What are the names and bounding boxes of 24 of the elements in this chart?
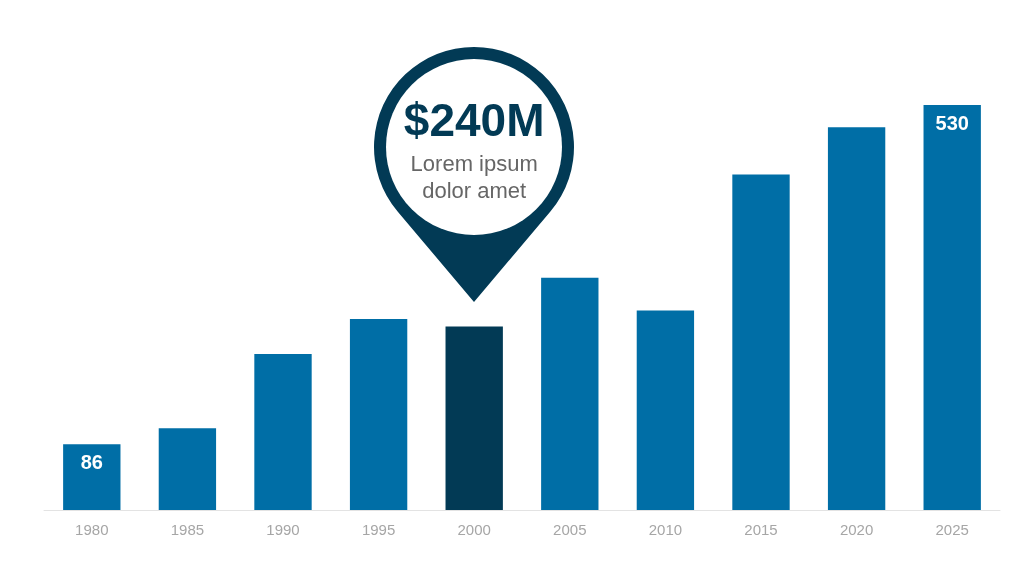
x-tick-label: 2025 xyxy=(935,521,969,538)
data-label: 530 xyxy=(935,112,969,134)
x-tick-label: 1985 xyxy=(170,521,205,538)
bar xyxy=(732,174,790,510)
annotation: $240M xyxy=(402,93,546,146)
data-label: 86 xyxy=(80,451,103,474)
bar xyxy=(158,428,217,510)
x-tick-label: 2015 xyxy=(744,521,778,538)
x-tick-label: 2020 xyxy=(839,521,874,538)
bar xyxy=(445,326,503,510)
bar xyxy=(636,310,695,510)
bar xyxy=(923,105,981,510)
x-tick-label: 1995 xyxy=(361,521,396,538)
x-tick-label: 2010 xyxy=(648,521,683,538)
annotation: Lorem ipsum dolor amet xyxy=(409,149,539,204)
bar xyxy=(254,354,312,510)
bar xyxy=(541,277,599,510)
bar xyxy=(349,318,408,510)
x-tick-label: 2000 xyxy=(457,521,491,538)
bar xyxy=(827,127,886,510)
bar xyxy=(63,444,121,510)
x-tick-label: 2005 xyxy=(553,521,587,538)
x-tick-label: 1990 xyxy=(266,521,300,538)
x-tick-label: 1980 xyxy=(75,521,109,538)
